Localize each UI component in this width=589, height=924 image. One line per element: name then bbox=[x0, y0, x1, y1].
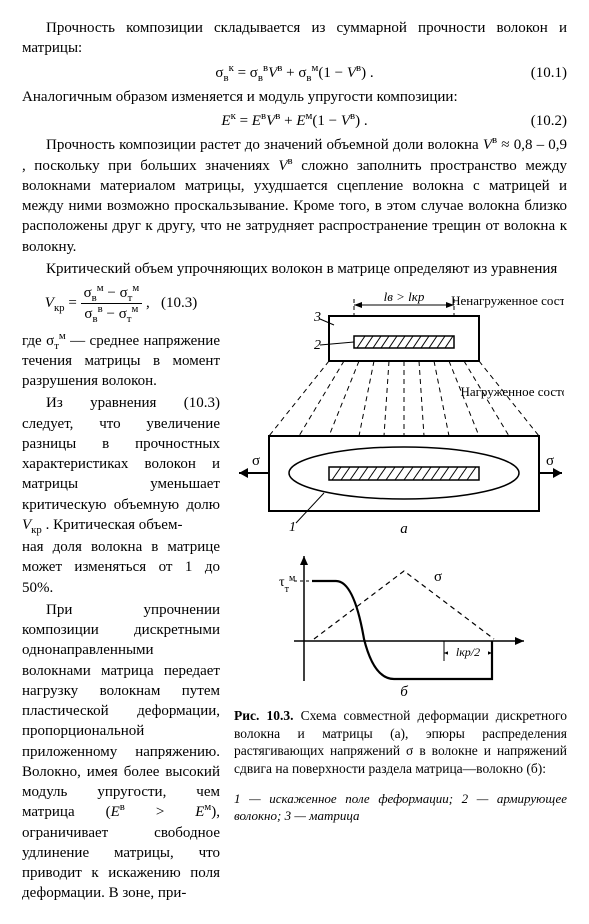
paragraph-7: При упрочнении композиции дискретными од… bbox=[22, 600, 220, 904]
figure-legend: 1 — искаженное поле феформации; 2 — арми… bbox=[234, 791, 567, 825]
figure-caption: Рис. 10.3. Схема совместной деформации д… bbox=[234, 707, 567, 777]
paragraph-1: Прочность композиции складывается из сум… bbox=[22, 18, 567, 59]
fig-callout-1: 1 bbox=[289, 520, 296, 535]
paragraph-6b: ная доля волокна в матрице может изменят… bbox=[22, 537, 220, 598]
paragraph-6a: Из уравнения (10.3) следует, что увеличе… bbox=[22, 393, 220, 535]
p6-b: . Критическая объем- bbox=[42, 517, 183, 533]
p7-a: При упрочнении композиции дискретными од… bbox=[22, 602, 220, 821]
p6-a: Из уравнения (10.3) следует, что увеличе… bbox=[22, 395, 220, 512]
fig-label-a: а bbox=[400, 521, 408, 537]
fig-callout-3: 3 bbox=[313, 310, 321, 325]
left-column: Vкр = σвм − σтм σвв − σтм , (10.3) где σ… bbox=[22, 281, 220, 906]
fig-label-unloaded: Ненагруженное состояние bbox=[451, 293, 564, 308]
fig-label-lv: lв > lкр bbox=[384, 289, 425, 304]
p5-b: — среднее напряжение течения матрицы в м… bbox=[22, 333, 220, 390]
paragraph-4: Критический объем упрочняющих волокон в … bbox=[22, 259, 567, 279]
right-column: lв > lкр Ненагруженное состояние bbox=[234, 281, 567, 906]
fig-sigma-left: σ bbox=[252, 453, 260, 469]
two-column-region: Vкр = σвм − σтм σвв − σтм , (10.3) где σ… bbox=[22, 281, 567, 906]
p3-text-a: Прочность композиции растет до значений … bbox=[46, 137, 483, 153]
paragraph-5: где σтм — среднее напряжение течения мат… bbox=[22, 331, 220, 392]
equation-10-2: Eк = EвVв + Eм(1 − Vв) . (10.2) bbox=[22, 111, 567, 131]
equation-10-1: σвк = σввVв + σвм(1 − Vв) . (10.1) bbox=[22, 63, 567, 83]
fig-label-lkr: lкр/2 bbox=[456, 645, 480, 659]
figure-10-3: lв > lкр Ненагруженное состояние bbox=[234, 281, 564, 701]
paragraph-3: Прочность композиции растет до значений … bbox=[22, 135, 567, 257]
fig-graph-sigma: σ bbox=[434, 569, 442, 585]
fig-graph-tau: τтм bbox=[279, 573, 296, 595]
fig-callout-2: 2 bbox=[314, 338, 321, 353]
caption-title: Рис. 10.3. bbox=[234, 708, 294, 723]
eq-number-1: (10.1) bbox=[531, 63, 567, 83]
fig-label-loaded: Нагруженное состояние bbox=[460, 384, 564, 399]
eq-number-3: (10.3) bbox=[161, 295, 197, 311]
paragraph-2: Аналогичным образом изменяется и модуль … bbox=[22, 87, 567, 107]
fig-sigma-right: σ bbox=[546, 453, 554, 469]
eq-number-2: (10.2) bbox=[531, 111, 567, 131]
equation-10-3: Vкр = σвм − σтм σвв − σтм , (10.3) bbox=[22, 283, 220, 325]
fig-label-b: б bbox=[400, 684, 408, 700]
p5-a: где bbox=[22, 333, 46, 349]
